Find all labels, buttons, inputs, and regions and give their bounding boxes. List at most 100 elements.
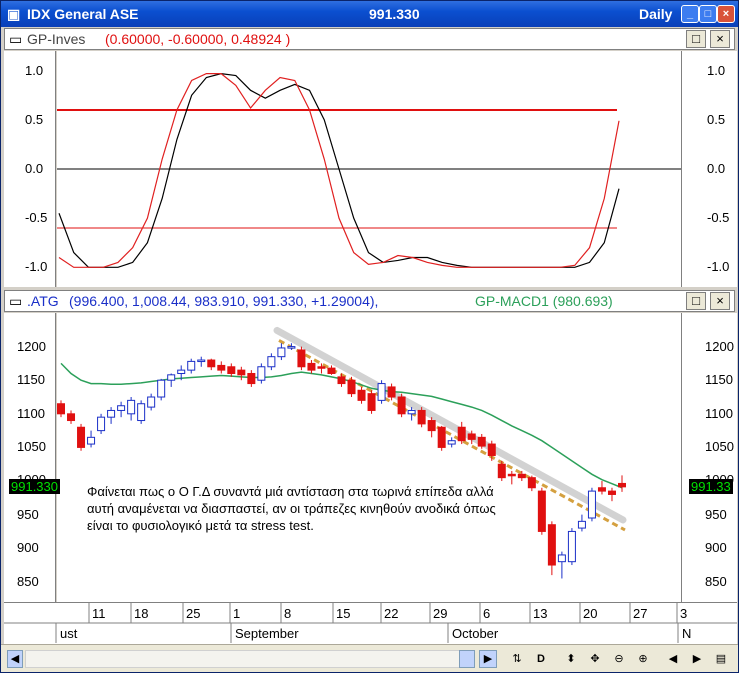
zoom-in-icon[interactable]: ⊕ [638,653,648,665]
price-right-tick: 1050 [705,439,734,455]
zoom-out-icon[interactable]: ⊖ [614,653,624,665]
scroll-left-icon[interactable]: ◀ [7,650,23,668]
pane2-close-button[interactable]: × [710,292,730,310]
daily-icon[interactable]: D [537,653,545,665]
day-label: 11 [92,606,106,621]
crosshair-icon[interactable]: ✥ [590,653,600,665]
osc-right-tick: 0.0 [707,161,726,176]
candle-body [587,490,596,519]
last-value-right-tag: 991.33 [689,478,733,494]
candle-body [357,389,366,401]
pane1-maximize-button[interactable]: □ [686,30,706,48]
candle-body [127,399,136,415]
month-label: ust [60,626,78,641]
candle-body [567,530,576,563]
minimize-button[interactable]: _ [681,5,699,23]
osc-right-tick: 1.0 [707,62,726,78]
pane-icon: ▭ [9,31,23,47]
candle-body [507,473,516,477]
price-left-tick: 1150 [17,372,45,388]
oscillator-name: GP-Inves [27,31,86,47]
osc-left-tick: -0.5 [25,210,48,226]
osc-left-tick: 1.0 [25,62,44,78]
price-left-axis [4,313,56,602]
day-label: 1 [233,606,240,621]
title-value: 991.330 [369,6,420,22]
pane1-close-button[interactable]: × [710,30,730,48]
month-label: N [682,626,691,641]
month-label: September [235,626,299,641]
candle-body [217,364,226,371]
candle-body [157,379,166,398]
candle-body [167,374,176,381]
pane2-maximize-button[interactable]: □ [686,292,706,310]
scroll-thumb[interactable] [459,650,475,668]
day-label: 27 [633,606,647,621]
grid-icon[interactable]: ▤ [715,653,727,665]
close-button[interactable]: × [717,5,735,23]
candle-body [227,366,236,374]
candle-body [197,359,206,363]
refresh-icon[interactable]: ⇅ [512,653,522,665]
price-header: ▭ .ATG (996.400, 1,008.44, 983.910, 991.… [4,290,735,312]
candle-body [417,409,426,425]
symbol-name: .ATG [27,293,59,309]
price-right-tick: 1150 [705,372,733,388]
day-label: 3 [680,606,687,621]
app-icon: ▣ [7,6,21,22]
oscillator-plot [57,51,681,287]
candle-body [307,362,316,371]
candle-body [517,473,526,479]
scroll-toolbar: ◀ ▶ ⇅ D ⬍ ✥ ⊖ ⊕ ◀ ▶ ▤ [1,644,738,672]
candle-body [57,403,65,415]
oscillator-series-1 [58,73,620,268]
prev-icon[interactable]: ◀ [668,653,678,665]
candle-body [557,554,566,563]
osc-left-tick: 0.0 [25,161,44,176]
day-label: 22 [384,606,398,621]
pane2-icon: ▭ [9,293,23,309]
candle-body [457,426,466,442]
price-left-tick: 1100 [17,405,45,421]
price-left-tick: 850 [17,573,39,589]
price-right-tick: 900 [705,540,727,556]
scroll-right-icon[interactable]: ▶ [479,650,497,668]
candle-body [377,383,386,401]
candle-body [297,349,306,368]
price-right-tick: 950 [705,506,727,522]
day-label: 18 [134,606,148,621]
last-value-left-tag: 991.330 [9,478,60,494]
candle-body [337,376,346,385]
price-left-tick: 900 [17,540,39,556]
candle-body [407,409,416,415]
candle-body [527,477,536,489]
scroll-track[interactable] [25,650,461,668]
day-label: 20 [583,606,597,621]
candle-body [327,367,336,374]
candle-body [497,463,506,479]
candle-body [287,346,296,349]
oscillator-series-2 [58,73,620,268]
osc-left-tick: 0.5 [25,111,44,127]
candle-body [618,482,626,488]
next-icon[interactable]: ▶ [692,653,702,665]
candle-body [427,420,436,432]
resistance-shadow [273,326,627,524]
osc-left-tick: -1.0 [25,259,48,275]
candle-body [437,426,446,448]
updown-icon[interactable]: ⬍ [566,653,576,665]
candle-body [347,379,356,395]
candle-body [597,487,606,492]
day-label: 13 [533,606,547,621]
price-left-tick: 1200 [17,338,46,354]
day-label: 15 [336,606,350,621]
candle-body [207,359,216,368]
title-bar[interactable]: ▣ IDX General ASE 991.330 Daily _ □ × [1,1,738,27]
maximize-button[interactable]: □ [699,5,717,23]
candle-body [147,396,156,408]
month-label: October [452,626,499,641]
candle-body [187,360,196,371]
candle-body [267,356,276,368]
osc-right-tick: -1.0 [707,259,730,275]
